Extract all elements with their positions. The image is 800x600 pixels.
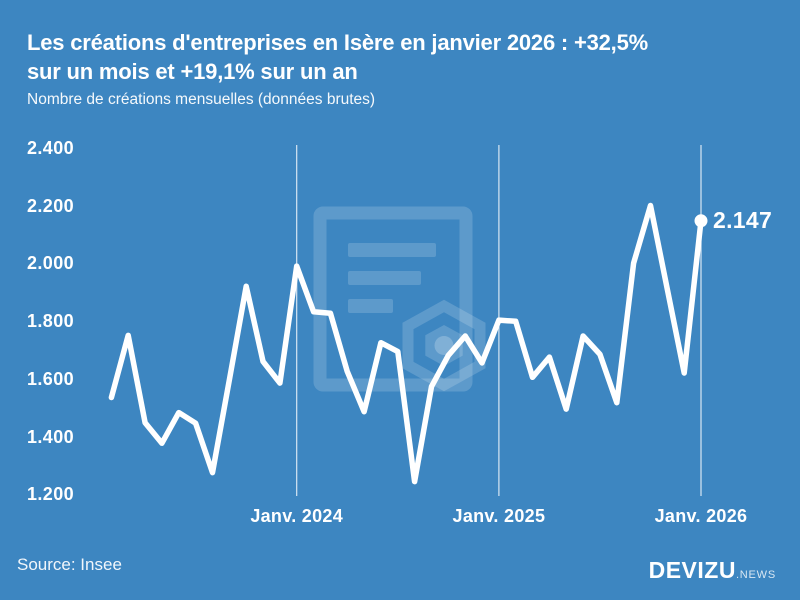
y-tick-label: 1.200 bbox=[27, 484, 75, 505]
watermark-hexagon-dot bbox=[434, 336, 454, 355]
watermark-document-outline bbox=[313, 206, 473, 392]
x-tick-label: Janv. 2024 bbox=[250, 506, 344, 526]
chart-title-line-1: Les créations d'entreprises en Isère en … bbox=[27, 30, 648, 55]
series-line bbox=[108, 202, 704, 485]
watermark-text-bar bbox=[348, 271, 421, 285]
watermark-text-bar bbox=[348, 299, 393, 313]
y-tick-label: 2.200 bbox=[27, 195, 75, 216]
document-watermark-icon bbox=[313, 206, 486, 392]
chart-title-line-2: sur un mois et +19,1% sur un an bbox=[27, 59, 358, 84]
watermark-hexagon-outline bbox=[402, 299, 486, 392]
brand-name: DEVIZU bbox=[648, 557, 736, 583]
y-tick-label: 1.400 bbox=[27, 426, 75, 447]
source-label: Source: Insee bbox=[17, 555, 122, 574]
end-point-label: 2.147 bbox=[713, 206, 773, 233]
y-tick-label: 2.400 bbox=[27, 137, 75, 158]
brand-logo: DEVIZU .NEWS bbox=[649, 557, 776, 584]
chart-subtitle: Nombre de créations mensuelles (données … bbox=[27, 91, 376, 108]
brand-suffix: .NEWS bbox=[735, 569, 776, 581]
x-tick-label: Janv. 2025 bbox=[452, 506, 546, 526]
watermark-hexagon-fill bbox=[425, 325, 463, 366]
y-tick-label: 1.600 bbox=[27, 368, 75, 389]
x-tick-label: Janv. 2026 bbox=[654, 506, 748, 526]
y-tick-label: 1.800 bbox=[27, 311, 75, 331]
watermark-text-bar bbox=[348, 243, 436, 257]
end-point-dot bbox=[694, 214, 708, 228]
y-tick-label: 2.000 bbox=[27, 253, 75, 274]
